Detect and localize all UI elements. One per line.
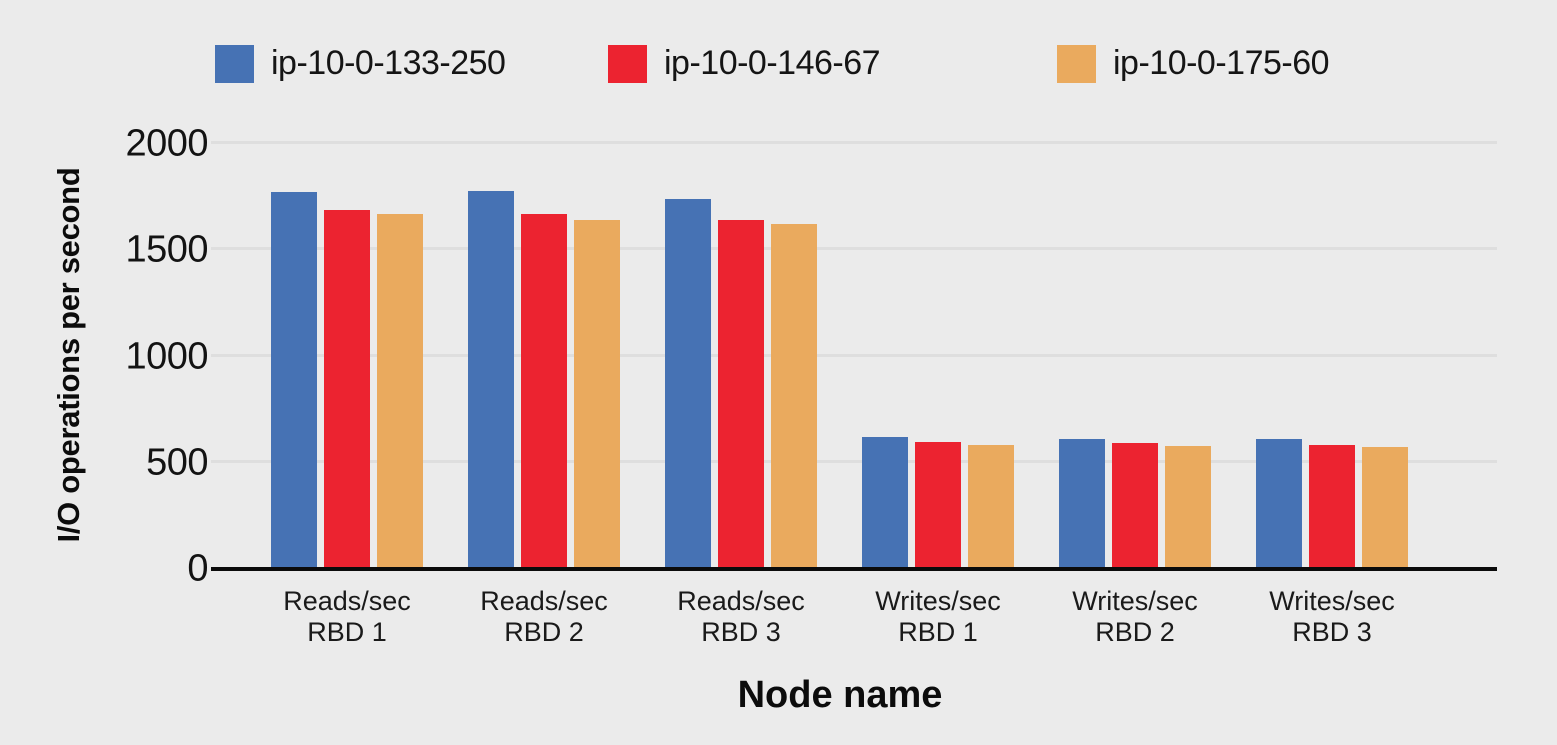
legend-swatch-ip-10-0-146-67: [608, 44, 647, 83]
bar-ip-10-0-175-60: [1362, 447, 1408, 567]
gridline-1500: [211, 247, 1497, 251]
bar-ip-10-0-146-67: [718, 220, 764, 567]
x-tick-label-line: Writes/sec: [1072, 586, 1198, 616]
x-tick-label-line: Reads/sec: [677, 586, 805, 616]
x-tick-label-line: RBD 2: [504, 617, 584, 647]
legend-swatch-ip-10-0-175-60: [1057, 44, 1096, 83]
y-tick-label: 2000: [125, 122, 208, 165]
bar-ip-10-0-146-67: [1309, 445, 1355, 567]
bar-ip-10-0-175-60: [574, 220, 620, 567]
x-tick-label-line: RBD 1: [898, 617, 978, 647]
legend-item-ip-10-0-146-67: ip-10-0-146-67: [608, 44, 881, 83]
bar-ip-10-0-133-250: [1059, 439, 1105, 567]
x-tick-label: Writes/sec RBD 1: [875, 586, 1001, 648]
bar-ip-10-0-133-250: [665, 199, 711, 567]
bar-ip-10-0-146-67: [915, 442, 961, 567]
bar-ip-10-0-133-250: [271, 192, 317, 567]
gridline-2000: [211, 141, 1497, 144]
x-tick-label: Reads/sec RBD 3: [677, 586, 805, 648]
x-tick-label: Reads/sec RBD 1: [283, 586, 411, 648]
y-tick-label: 500: [146, 441, 208, 484]
y-tick-label: 1000: [125, 335, 208, 377]
bar-ip-10-0-175-60: [771, 224, 817, 567]
x-tick-label-line: Writes/sec: [1269, 586, 1395, 616]
y-tick-label: 0: [187, 547, 208, 590]
y-tick-label: 1500: [125, 228, 208, 271]
x-tick-label: Reads/sec RBD 2: [480, 586, 608, 648]
x-tick-label-line: Reads/sec: [480, 586, 608, 616]
gridline-500: [211, 459, 1497, 463]
bar-ip-10-0-146-67: [1112, 443, 1158, 567]
legend-swatch-ip-10-0-133-250: [215, 44, 254, 83]
legend-label: ip-10-0-175-60: [1113, 44, 1330, 82]
x-tick-label-line: Writes/sec: [875, 586, 1001, 616]
bar-ip-10-0-146-67: [521, 214, 567, 567]
x-tick-label: Writes/sec RBD 2: [1072, 586, 1198, 648]
legend-label: ip-10-0-133-250: [271, 44, 506, 82]
x-axis-title: Node name: [737, 674, 943, 716]
bar-ip-10-0-133-250: [862, 437, 908, 567]
x-tick-label-line: Reads/sec: [283, 586, 411, 616]
legend-item-ip-10-0-133-250: ip-10-0-133-250: [215, 44, 506, 83]
x-tick-label-line: RBD 3: [701, 617, 781, 647]
x-tick-label: Writes/sec RBD 3: [1269, 586, 1395, 648]
legend-item-ip-10-0-175-60: ip-10-0-175-60: [1057, 44, 1330, 83]
bar-ip-10-0-146-67: [324, 210, 370, 567]
gridline-1000: [211, 353, 1497, 357]
x-tick-label-line: RBD 2: [1095, 617, 1175, 647]
bar-ip-10-0-133-250: [1256, 439, 1302, 567]
x-tick-label-line: RBD 3: [1292, 617, 1372, 647]
bar-ip-10-0-175-60: [377, 214, 423, 567]
bar-ip-10-0-175-60: [1165, 446, 1211, 567]
bar-ip-10-0-133-250: [468, 191, 514, 567]
bar-ip-10-0-175-60: [968, 445, 1014, 567]
legend-label: ip-10-0-146-67: [664, 44, 881, 82]
x-axis-line: [211, 567, 1497, 571]
x-tick-label-line: RBD 1: [307, 617, 387, 647]
